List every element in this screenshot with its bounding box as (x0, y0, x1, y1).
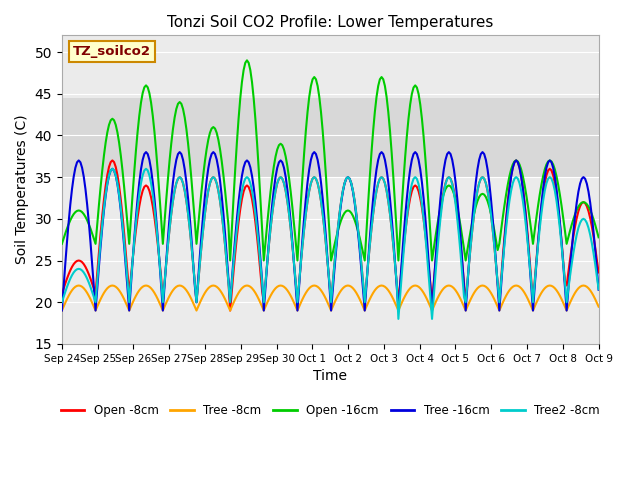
Text: TZ_soilco2: TZ_soilco2 (72, 45, 150, 58)
X-axis label: Time: Time (313, 369, 348, 383)
Bar (62, 98, 598, 177)
Y-axis label: Soil Temperatures (C): Soil Temperatures (C) (15, 115, 29, 264)
Title: Tonzi Soil CO2 Profile: Lower Temperatures: Tonzi Soil CO2 Profile: Lower Temperatur… (167, 15, 493, 30)
Legend: Open -8cm, Tree -8cm, Open -16cm, Tree -16cm, Tree2 -8cm: Open -8cm, Tree -8cm, Open -16cm, Tree -… (56, 399, 605, 421)
